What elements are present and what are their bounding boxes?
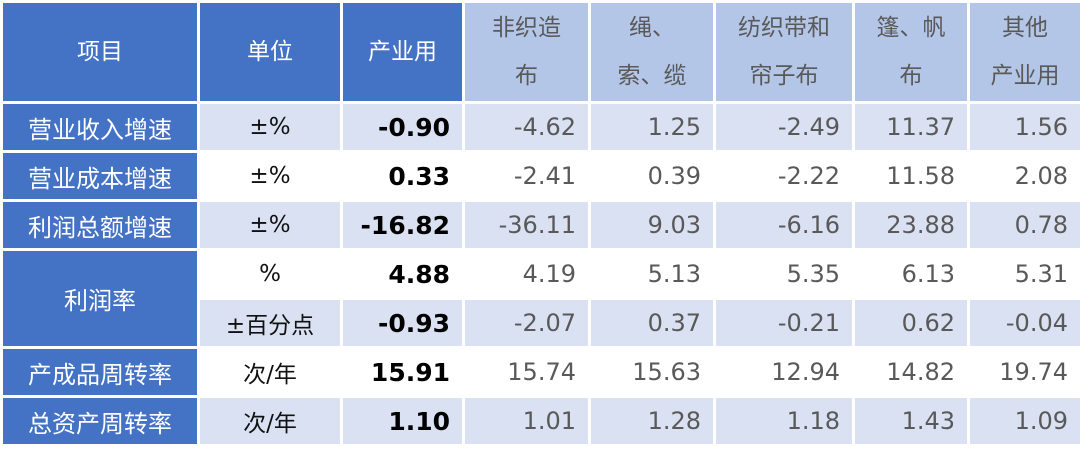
unit-cell: 次/年: [197, 395, 343, 447]
unit-cell: 次/年: [197, 346, 343, 398]
table-row: ±百分点 -0.93 -2.07 0.37 -0.21 0.62 -0.04: [2, 297, 1080, 349]
subsector-value-cell: -2.22: [713, 150, 855, 202]
column-header: 项目: [0, 0, 200, 104]
subsector-value-cell: -2.49: [713, 101, 855, 153]
subsector-value-cell: -6.16: [713, 199, 855, 251]
industrial-total-cell: -0.93: [340, 297, 465, 349]
subsector-value-cell: 2.08: [967, 150, 1080, 202]
table-row: 利润率% 4.88 4.19 5.13 5.35 6.13 5.31: [0, 248, 1080, 349]
subsector-value-cell: 19.74: [967, 346, 1080, 398]
column-header: 非织造布: [462, 0, 591, 104]
column-header: 篷、帆布: [852, 0, 970, 104]
subsector-value-cell: 5.31: [967, 248, 1080, 300]
subsector-value-cell: 15.74: [462, 346, 591, 398]
subsector-value-cell: -0.04: [967, 297, 1080, 349]
subsector-value-cell: 15.63: [588, 346, 716, 398]
subsector-value-cell: 1.25: [588, 101, 716, 153]
row-item-label: 营业成本增速: [0, 150, 200, 202]
row-item-label: 利润总额增速: [0, 199, 200, 251]
subsector-value-cell: 1.56: [967, 101, 1080, 153]
column-header: 单位: [197, 0, 343, 104]
subsector-value-cell: 23.88: [852, 199, 970, 251]
industrial-total-cell: 4.88: [340, 248, 465, 300]
subsector-value-cell: -2.41: [462, 150, 591, 202]
header-line: 绳、: [629, 15, 675, 41]
row-item-label: 总资产周转率: [0, 395, 200, 447]
column-header: 绳、 索、缆: [588, 0, 716, 104]
subsector-value-cell: -0.21: [713, 297, 855, 349]
header-line: 帘子布: [749, 63, 819, 89]
unit-cell: ±%: [197, 199, 343, 251]
subsector-value-cell: 14.82: [852, 346, 970, 398]
subsector-value-cell: 9.03: [588, 199, 716, 251]
header-line: 单位: [247, 39, 293, 65]
industrial-total-cell: -16.82: [340, 199, 465, 251]
subsector-value-cell: 1.09: [967, 395, 1080, 447]
industry-data-table: 项目 单位 产业用 非织造布绳、 索、缆 纺织带和 帘子布 篷、帆布其他 产业用 营业收入增速 ±…: [0, 0, 1080, 447]
subsector-value-cell: 4.19: [462, 248, 591, 300]
header-row: 项目 单位 产业用 非织造布绳、 索、缆 纺织带和 帘子布 篷、帆布其他 产业用: [0, 0, 1080, 104]
subsector-value-cell: 6.13: [852, 248, 970, 300]
table-row: 营业收入增速 ±% -0.90 -4.62 1.25 -2.49 11.37 1.56: [0, 101, 1080, 153]
row-item-label: 产成品周转率: [0, 346, 200, 398]
unit-cell: %: [197, 248, 343, 300]
header-line: 布: [899, 63, 923, 89]
header-line: 产业用: [990, 63, 1060, 89]
table-row: 营业成本增速 ±% 0.33 -2.41 0.39 -2.22 11.58 2.08: [0, 150, 1080, 202]
header-line: 篷、帆: [876, 15, 946, 41]
header-line: 索、缆: [617, 63, 687, 89]
row-item-label: 利润率: [0, 248, 200, 349]
subsector-value-cell: 5.13: [588, 248, 716, 300]
subsector-value-cell: -4.62: [462, 101, 591, 153]
subsector-value-cell: 1.28: [588, 395, 716, 447]
industrial-total-cell: 15.91: [340, 346, 465, 398]
industrial-total-cell: -0.90: [340, 101, 465, 153]
column-header: 纺织带和 帘子布: [713, 0, 855, 104]
industrial-total-cell: 0.33: [340, 150, 465, 202]
subsector-value-cell: 0.39: [588, 150, 716, 202]
column-header: 其他 产业用: [967, 0, 1080, 104]
subsector-value-cell: 1.18: [713, 395, 855, 447]
unit-cell: ±%: [197, 101, 343, 153]
industrial-total-cell: 1.10: [340, 395, 465, 447]
header-line: 产业用: [368, 39, 437, 65]
header-line: 非织造: [492, 15, 561, 41]
subsector-value-cell: 11.58: [852, 150, 970, 202]
table-row: 利润总额增速 ±% -16.82 -36.11 9.03 -6.16 23.88 0.78: [0, 199, 1080, 251]
subsector-value-cell: 0.62: [852, 297, 970, 349]
unit-cell: ±%: [197, 150, 343, 202]
table-row: 总资产周转率 次/年 1.10 1.01 1.28 1.18 1.43 1.09: [0, 395, 1080, 447]
subsector-value-cell: 0.78: [967, 199, 1080, 251]
subsector-value-cell: -2.07: [462, 297, 591, 349]
header-line: 纺织带和: [738, 15, 830, 41]
subsector-value-cell: -36.11: [462, 199, 591, 251]
header-line: 项目: [77, 39, 123, 65]
subsector-value-cell: 5.35: [713, 248, 855, 300]
row-item-label: 营业收入增速: [0, 101, 200, 153]
subsector-value-cell: 1.43: [852, 395, 970, 447]
subsector-value-cell: 1.01: [462, 395, 591, 447]
subsector-value-cell: 11.37: [852, 101, 970, 153]
subsector-value-cell: 12.94: [713, 346, 855, 398]
subsector-value-cell: 0.37: [588, 297, 716, 349]
header-line: 其他: [1002, 15, 1048, 41]
table-row: 产成品周转率 次/年 15.91 15.74 15.63 12.94 14.82 19.74: [0, 346, 1080, 398]
column-header: 产业用: [340, 0, 465, 104]
unit-cell: ±百分点: [197, 297, 343, 349]
header-line: 布: [515, 63, 538, 89]
